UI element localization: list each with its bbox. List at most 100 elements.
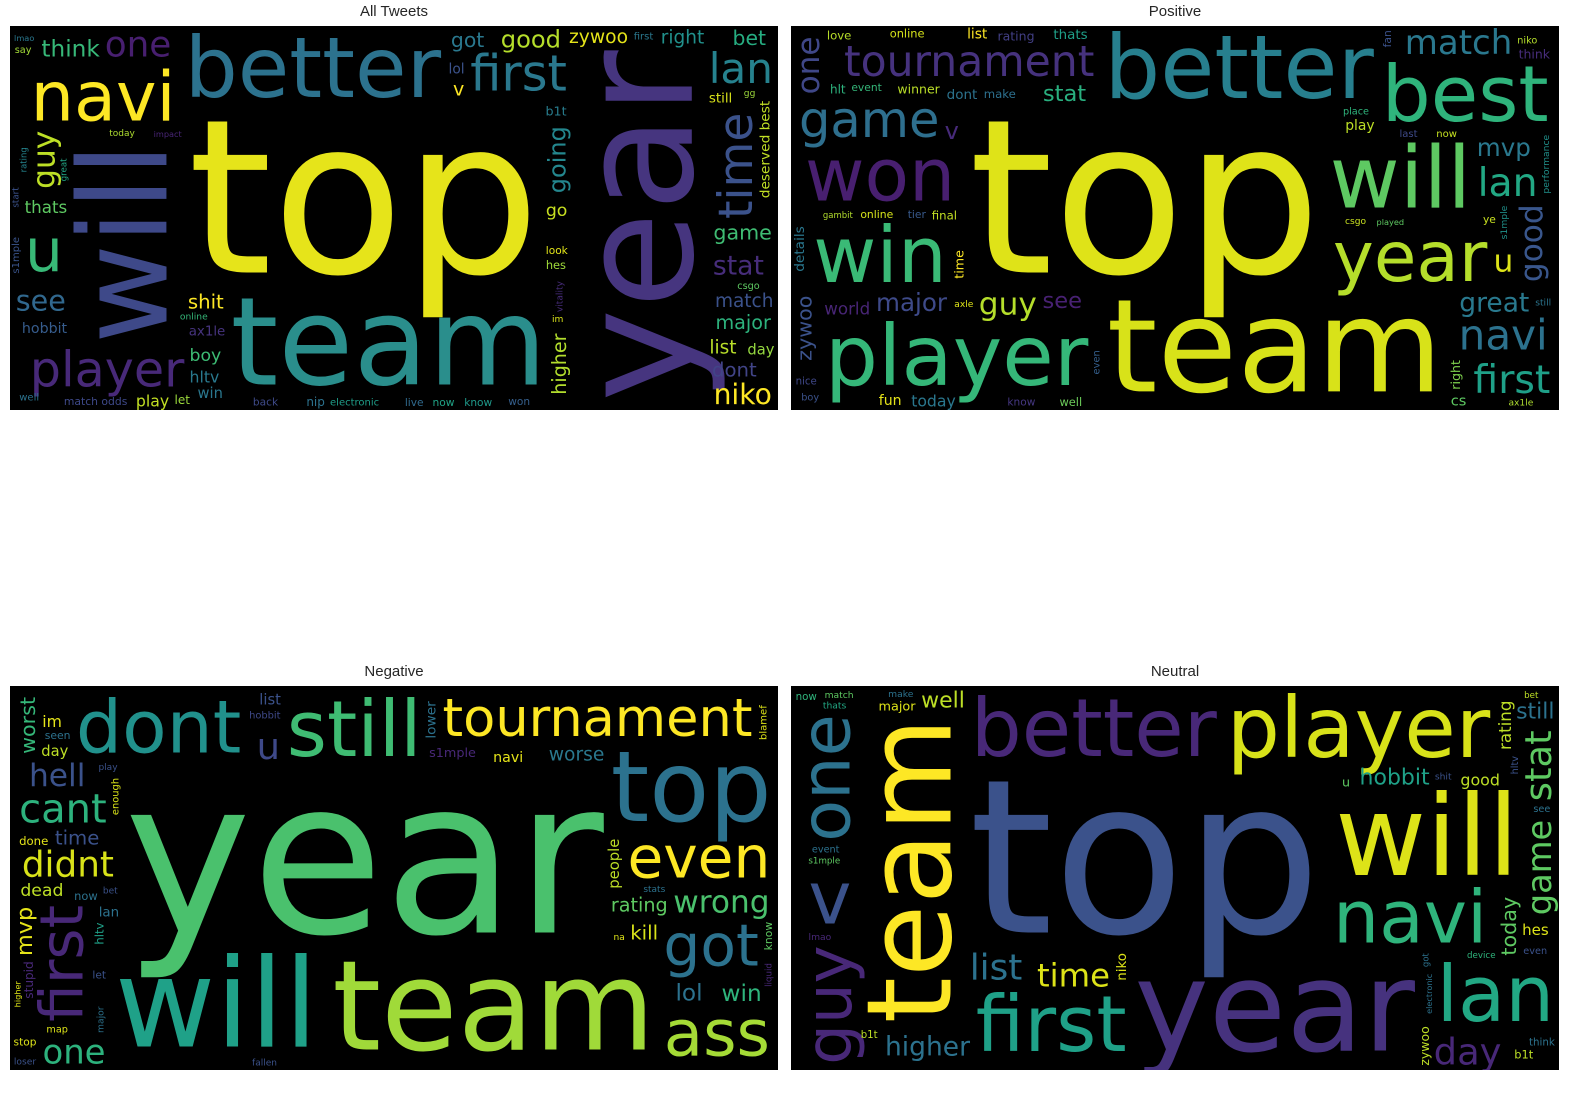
word-got: got (451, 28, 484, 52)
word-still: still (287, 686, 422, 775)
word-live: live (405, 397, 424, 409)
word-start: start (11, 187, 21, 208)
word-still: still (1516, 700, 1554, 725)
word-s1mple: s1mple (1499, 205, 1510, 239)
word-hltv: hltv (92, 922, 106, 944)
word-winner: winner (897, 82, 940, 97)
word-best: best (1382, 50, 1549, 140)
wordcloud-canvas: year team will top still tournament dont even go… (10, 686, 778, 1070)
word-top: top (969, 73, 1321, 324)
word-now: now (1436, 129, 1457, 140)
word-u: u (1342, 774, 1350, 789)
word-day: day (41, 743, 68, 760)
word-im: im (42, 712, 62, 731)
word-will: will (1330, 129, 1472, 229)
word-done: done (19, 834, 48, 848)
word-match: match (1405, 26, 1513, 63)
word-still: still (1535, 299, 1551, 309)
word-online: online (890, 26, 925, 40)
word-b1t: b1t (545, 103, 566, 118)
word-bet: bet (733, 26, 766, 50)
word-win: win (813, 211, 947, 301)
word-game: game (799, 91, 939, 149)
word-top: top (188, 73, 540, 324)
word-going: going (544, 126, 572, 193)
panel-title: Positive (1148, 3, 1202, 20)
word-electronic: electronic (1424, 974, 1434, 1014)
word-hltv: hltv (190, 367, 220, 386)
word-rating: rating (1495, 701, 1515, 750)
word-dont: dont (76, 686, 241, 771)
word-win: win (722, 980, 762, 1007)
word-day: day (1434, 1030, 1502, 1070)
word-year: year (547, 50, 730, 402)
word-will: will (1335, 773, 1519, 902)
word-shit: shit (1435, 772, 1452, 783)
word-bet: bet (103, 887, 118, 897)
word-b1t: b1t (861, 1030, 878, 1041)
word-first: first (28, 905, 98, 1022)
word-thats: thats (1053, 28, 1087, 43)
word-lan: lan (1437, 950, 1555, 1040)
word-top: top (969, 733, 1321, 984)
word-zywoo: zywoo (1417, 1026, 1432, 1065)
word-see: see (1043, 288, 1083, 314)
word-hobbit: hobbit (1360, 765, 1430, 790)
word-one: one (42, 1032, 105, 1070)
word-make: make (984, 87, 1016, 101)
word-know: know (762, 922, 775, 951)
word-electronic: electronic (330, 398, 379, 409)
word-time: time (709, 113, 764, 219)
word-rating: rating (997, 29, 1034, 44)
word-stats: stats (643, 885, 665, 895)
word-didnt: didnt (22, 845, 114, 886)
word-list: list (709, 338, 736, 359)
word-today: today (109, 129, 135, 139)
word-boy: boy (190, 346, 222, 366)
word-worst: worst (16, 697, 40, 754)
word-details: details (792, 226, 808, 272)
word-team: team (1107, 271, 1443, 410)
word-lan: lan (709, 44, 773, 93)
word-game: game (713, 221, 771, 245)
word-won: won (508, 396, 530, 408)
word-v: v (945, 117, 959, 145)
word-lower: lower (424, 701, 440, 739)
word-first: first (634, 31, 654, 42)
word-impact: impact (154, 129, 183, 139)
word-world: world (824, 299, 870, 319)
word-play: play (136, 391, 169, 410)
word-year: year (1333, 218, 1488, 298)
word-cant: cant (19, 787, 107, 833)
word-blamef: blamef (758, 705, 769, 740)
word-hes: hes (1522, 921, 1549, 939)
word-right: right (661, 27, 704, 48)
word-nip: nip (306, 395, 325, 409)
word-stat: stat (1043, 81, 1086, 107)
word-people: people (606, 839, 623, 889)
word-v: v (453, 77, 464, 100)
word-good: good (501, 26, 561, 54)
word-s1mple: s1mple (429, 746, 476, 761)
word-year: year (1134, 933, 1415, 1070)
word-time: time (55, 826, 99, 849)
word-list: list (970, 947, 1023, 988)
word-know: know (1007, 397, 1035, 409)
word-play: play (98, 763, 118, 773)
word-well: well (1059, 395, 1082, 409)
wordcloud-panel-negative: Negative year team will top still tournament d… (10, 662, 778, 1074)
word-thats: thats (823, 701, 847, 712)
word-hes: hes (546, 258, 566, 272)
word-dont: dont (712, 358, 757, 381)
word-s1mple: s1mple (808, 857, 840, 867)
word-player: player (825, 307, 1089, 405)
word-know: know (464, 397, 492, 409)
word-top: top (611, 731, 772, 845)
word-back: back (253, 397, 279, 409)
word-gambit: gambit (823, 211, 854, 221)
word-great: great (60, 158, 70, 182)
word-last: last (1399, 129, 1417, 140)
wordcloud-canvas: top team better player will tournament year bes… (791, 26, 1559, 410)
